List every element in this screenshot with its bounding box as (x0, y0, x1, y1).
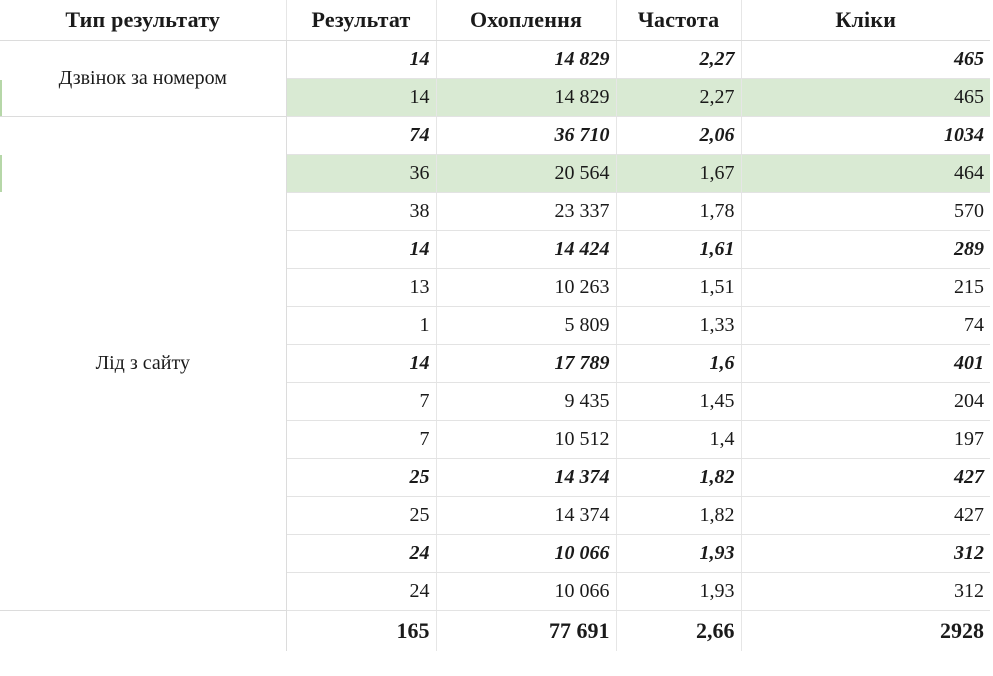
table-row: 14 14 829 2,27 465 (0, 78, 990, 117)
result-cell[interactable]: 13 (286, 268, 437, 307)
clicks-cell[interactable]: 204 (741, 382, 990, 421)
frequency-cell[interactable]: 1,82 (616, 496, 742, 535)
results-table: Тип результату Результат Охоплення Часто… (0, 0, 990, 651)
table-row: 13 10 263 1,51 215 (0, 268, 990, 307)
clicks-cell[interactable]: 464 (741, 154, 990, 193)
total-label-cell[interactable] (0, 610, 287, 651)
clicks-cell[interactable]: 197 (741, 420, 990, 459)
table-row: Дзвінок за номером 14 14 829 2,27 465 (0, 40, 990, 117)
frequency-cell[interactable]: 1,67 (616, 154, 742, 193)
result-cell[interactable]: 25 (286, 458, 437, 497)
result-cell[interactable]: 14 (286, 78, 437, 117)
reach-cell[interactable]: 5 809 (436, 306, 617, 345)
frequency-cell[interactable]: 2,06 (616, 116, 742, 155)
table-row: 7 10 512 1,4 197 (0, 420, 990, 459)
table-row: 25 14 374 1,82 427 (0, 458, 990, 497)
result-cell[interactable]: 14 (286, 40, 437, 79)
frequency-cell[interactable]: 1,33 (616, 306, 742, 345)
reach-cell[interactable]: 14 374 (436, 458, 617, 497)
table-row: 38 23 337 1,78 570 (0, 192, 990, 231)
frequency-cell[interactable]: 1,45 (616, 382, 742, 421)
total-frequency-cell[interactable]: 2,66 (616, 610, 742, 651)
reach-cell[interactable]: 17 789 (436, 344, 617, 383)
clicks-cell[interactable]: 465 (741, 40, 990, 79)
result-cell[interactable]: 36 (286, 154, 437, 193)
table-row: 24 10 066 1,93 312 (0, 572, 990, 611)
reach-cell[interactable]: 14 374 (436, 496, 617, 535)
result-cell[interactable]: 1 (286, 306, 437, 345)
header-reach[interactable]: Охоплення (436, 0, 617, 41)
header-clicks[interactable]: Кліки (741, 0, 990, 41)
result-cell[interactable]: 24 (286, 534, 437, 573)
total-result-cell[interactable]: 165 (286, 610, 437, 651)
reach-cell[interactable]: 9 435 (436, 382, 617, 421)
total-clicks-cell[interactable]: 2928 (741, 610, 990, 651)
frequency-cell[interactable]: 1,51 (616, 268, 742, 307)
result-type-cell[interactable]: Лід з сайту (0, 116, 287, 611)
table-row: 25 14 374 1,82 427 (0, 496, 990, 535)
frequency-cell[interactable]: 2,27 (616, 78, 742, 117)
clicks-cell[interactable]: 312 (741, 572, 990, 611)
total-reach-cell[interactable]: 77 691 (436, 610, 617, 651)
result-cell[interactable]: 38 (286, 192, 437, 231)
result-cell[interactable]: 7 (286, 382, 437, 421)
result-cell[interactable]: 25 (286, 496, 437, 535)
total-row: 165 77 691 2,66 2928 (0, 610, 990, 651)
clicks-cell[interactable]: 465 (741, 78, 990, 117)
reach-cell[interactable]: 14 829 (436, 78, 617, 117)
table-row: 14 14 424 1,61 289 (0, 230, 990, 269)
result-cell[interactable]: 14 (286, 230, 437, 269)
header-frequency[interactable]: Частота (616, 0, 742, 41)
clicks-cell[interactable]: 427 (741, 458, 990, 497)
reach-cell[interactable]: 14 829 (436, 40, 617, 79)
table-row: 36 20 564 1,67 464 (0, 154, 990, 193)
clicks-cell[interactable]: 312 (741, 534, 990, 573)
result-cell[interactable]: 14 (286, 344, 437, 383)
result-type-cell[interactable]: Дзвінок за номером (0, 40, 287, 117)
clicks-cell[interactable]: 427 (741, 496, 990, 535)
table-body: Дзвінок за номером 14 14 829 2,27 465 14 14 82… (0, 40, 990, 651)
reach-cell[interactable]: 14 424 (436, 230, 617, 269)
clicks-cell[interactable]: 570 (741, 192, 990, 231)
table-header: Тип результату Результат Охоплення Часто… (0, 0, 990, 41)
reach-cell[interactable]: 36 710 (436, 116, 617, 155)
frequency-cell[interactable]: 1,82 (616, 458, 742, 497)
frequency-cell[interactable]: 1,4 (616, 420, 742, 459)
reach-cell[interactable]: 10 512 (436, 420, 617, 459)
reach-cell[interactable]: 10 066 (436, 534, 617, 573)
header-row: Тип результату Результат Охоплення Часто… (0, 0, 990, 41)
frequency-cell[interactable]: 1,93 (616, 534, 742, 573)
clicks-cell[interactable]: 289 (741, 230, 990, 269)
clicks-cell[interactable]: 215 (741, 268, 990, 307)
result-cell[interactable]: 74 (286, 116, 437, 155)
header-result-type[interactable]: Тип результату (0, 0, 287, 41)
table-row: Лід з сайту 74 36 710 2,06 1034 (0, 116, 990, 611)
reach-cell[interactable]: 20 564 (436, 154, 617, 193)
result-cell[interactable]: 24 (286, 572, 437, 611)
frequency-cell[interactable]: 1,93 (616, 572, 742, 611)
table-row: 14 17 789 1,6 401 (0, 344, 990, 383)
reach-cell[interactable]: 23 337 (436, 192, 617, 231)
reach-cell[interactable]: 10 066 (436, 572, 617, 611)
clicks-cell[interactable]: 74 (741, 306, 990, 345)
header-result[interactable]: Результат (286, 0, 437, 41)
clicks-cell[interactable]: 401 (741, 344, 990, 383)
frequency-cell[interactable]: 1,6 (616, 344, 742, 383)
table-row: 24 10 066 1,93 312 (0, 534, 990, 573)
result-cell[interactable]: 7 (286, 420, 437, 459)
reach-cell[interactable]: 10 263 (436, 268, 617, 307)
clicks-cell[interactable]: 1034 (741, 116, 990, 155)
frequency-cell[interactable]: 1,78 (616, 192, 742, 231)
frequency-cell[interactable]: 2,27 (616, 40, 742, 79)
frequency-cell[interactable]: 1,61 (616, 230, 742, 269)
